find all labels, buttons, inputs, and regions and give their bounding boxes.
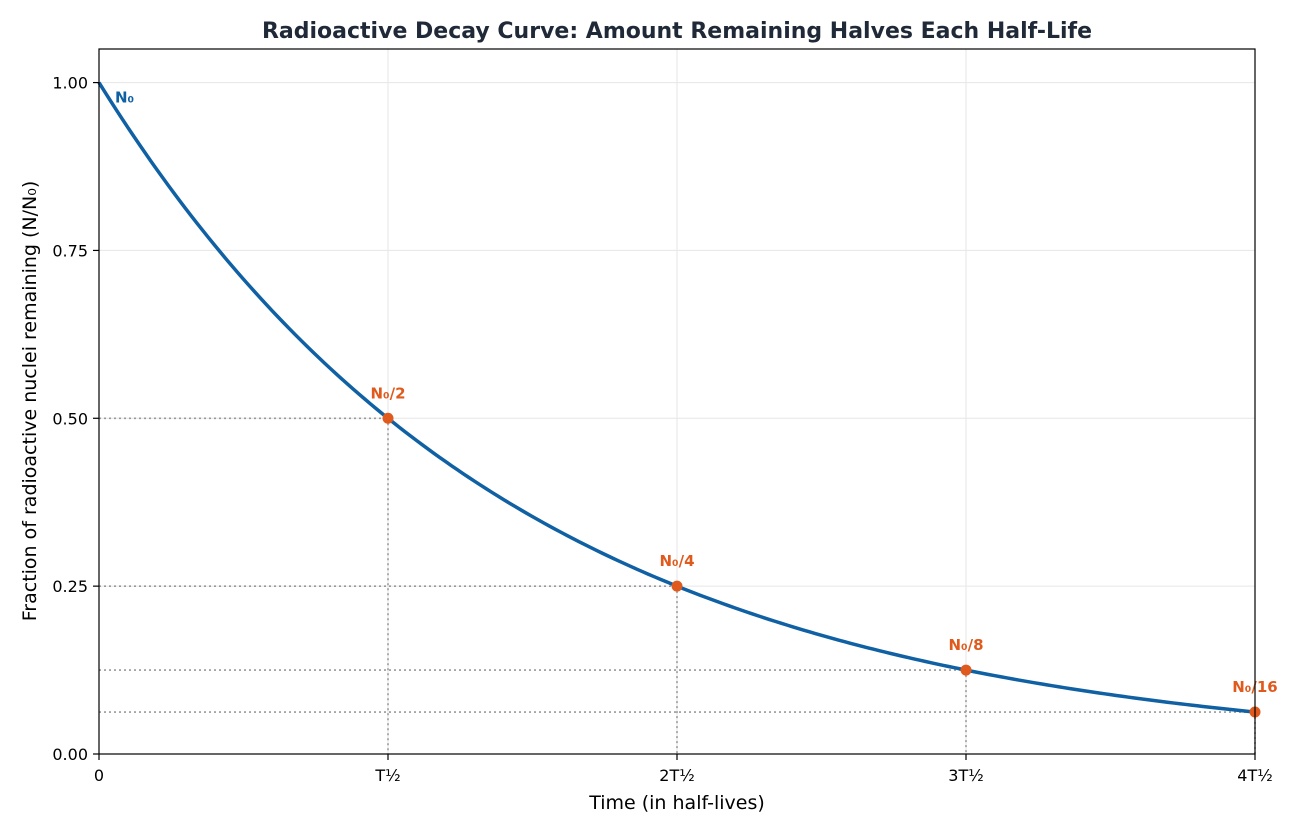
y-axis-ticks: 0.00 0.25 0.50 0.75 1.00 xyxy=(52,74,99,764)
y-axis-label: Fraction of radioactive nuclei remaining… xyxy=(19,181,41,622)
y-tick-label-3: 0.75 xyxy=(52,241,88,260)
y-tick-label-1: 0.25 xyxy=(52,577,88,596)
grid-lines xyxy=(98,49,1256,755)
x-axis-label: Time (in half-lives) xyxy=(588,792,765,814)
point-label-2: N₀/8 xyxy=(948,636,983,654)
x-axis-ticks: 0 T½ 2T½ 3T½ 4T½ xyxy=(94,754,1273,785)
y-tick-label-4: 1.00 xyxy=(52,74,88,93)
point-label-1: N₀/4 xyxy=(659,552,694,570)
chart-title: Radioactive Decay Curve: Amount Remainin… xyxy=(262,19,1092,44)
data-point-0 xyxy=(382,412,394,424)
y-tick-label-2: 0.50 xyxy=(52,409,88,428)
x-tick-label-0: 0 xyxy=(94,766,104,785)
x-tick-label-2: 2T½ xyxy=(659,766,694,785)
x-tick-label-1: T½ xyxy=(374,766,400,785)
data-point-2 xyxy=(960,664,972,676)
data-point-1 xyxy=(671,580,683,592)
y-tick-label-0: 0.00 xyxy=(52,745,88,764)
x-tick-label-3: 3T½ xyxy=(948,766,983,785)
point-label-0: N₀/2 xyxy=(370,384,405,402)
start-label: N₀ xyxy=(115,89,134,107)
x-tick-label-4: 4T½ xyxy=(1237,766,1272,785)
